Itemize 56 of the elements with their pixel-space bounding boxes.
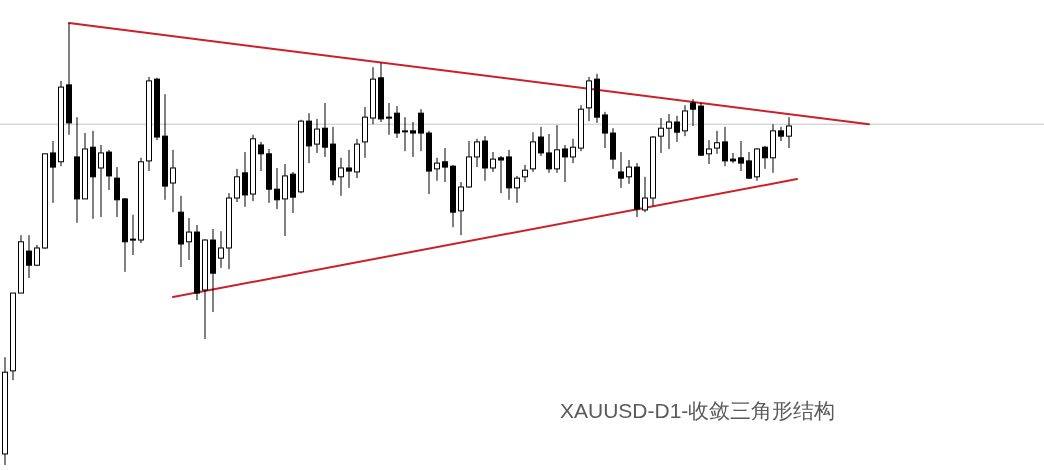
candlestick — [746, 151, 752, 180]
candlestick — [442, 147, 448, 183]
candlestick — [418, 108, 424, 152]
candlestick — [626, 159, 632, 185]
candlestick — [26, 234, 32, 279]
candlestick — [514, 175, 520, 204]
candlestick — [434, 157, 440, 182]
candlestick — [690, 98, 696, 127]
candlestick — [274, 167, 280, 210]
candlestick — [282, 163, 288, 237]
candlestick — [322, 102, 328, 158]
candlestick — [290, 171, 296, 214]
candlestick — [666, 113, 672, 150]
candlestick — [498, 155, 504, 194]
candlestick — [258, 141, 264, 172]
candlestick — [538, 126, 544, 157]
candlestick — [706, 139, 712, 165]
candlestick — [402, 116, 408, 152]
candlestick — [674, 115, 680, 143]
candlestick — [642, 176, 648, 213]
candlestick — [242, 151, 248, 208]
candlestick — [546, 133, 552, 174]
candlestick — [458, 181, 464, 236]
candlestick — [474, 138, 480, 168]
candlestick — [762, 145, 768, 170]
candlestick — [658, 117, 664, 154]
candlestick — [386, 102, 392, 136]
candlestick — [338, 157, 344, 197]
candlestick — [346, 149, 352, 189]
candlestick — [394, 105, 400, 139]
candlestick — [410, 121, 416, 158]
candlestick — [618, 151, 624, 189]
candlestick — [554, 124, 560, 174]
candlestick — [722, 126, 728, 167]
candlestick — [570, 138, 576, 164]
candlestick — [98, 144, 104, 218]
candlestick — [106, 149, 112, 191]
candlestick — [314, 118, 320, 154]
candlestick — [130, 214, 136, 256]
candlestick — [490, 151, 496, 173]
candlestick — [738, 140, 744, 172]
candlestick — [602, 111, 608, 149]
candlestick — [234, 168, 240, 203]
candlestick — [682, 104, 688, 137]
candlestick — [170, 149, 176, 213]
candlestick — [778, 126, 784, 142]
candlestick — [114, 166, 120, 218]
candlestick — [714, 130, 720, 155]
candlestick — [218, 230, 224, 269]
candlestick — [562, 144, 568, 183]
text: XAUUSD-D1-收敛三角形结构 — [560, 399, 836, 422]
candlestick — [786, 116, 792, 149]
candlestick — [522, 164, 528, 183]
candlestick — [186, 217, 192, 261]
candlestick — [730, 152, 736, 164]
candlestick — [50, 140, 56, 204]
